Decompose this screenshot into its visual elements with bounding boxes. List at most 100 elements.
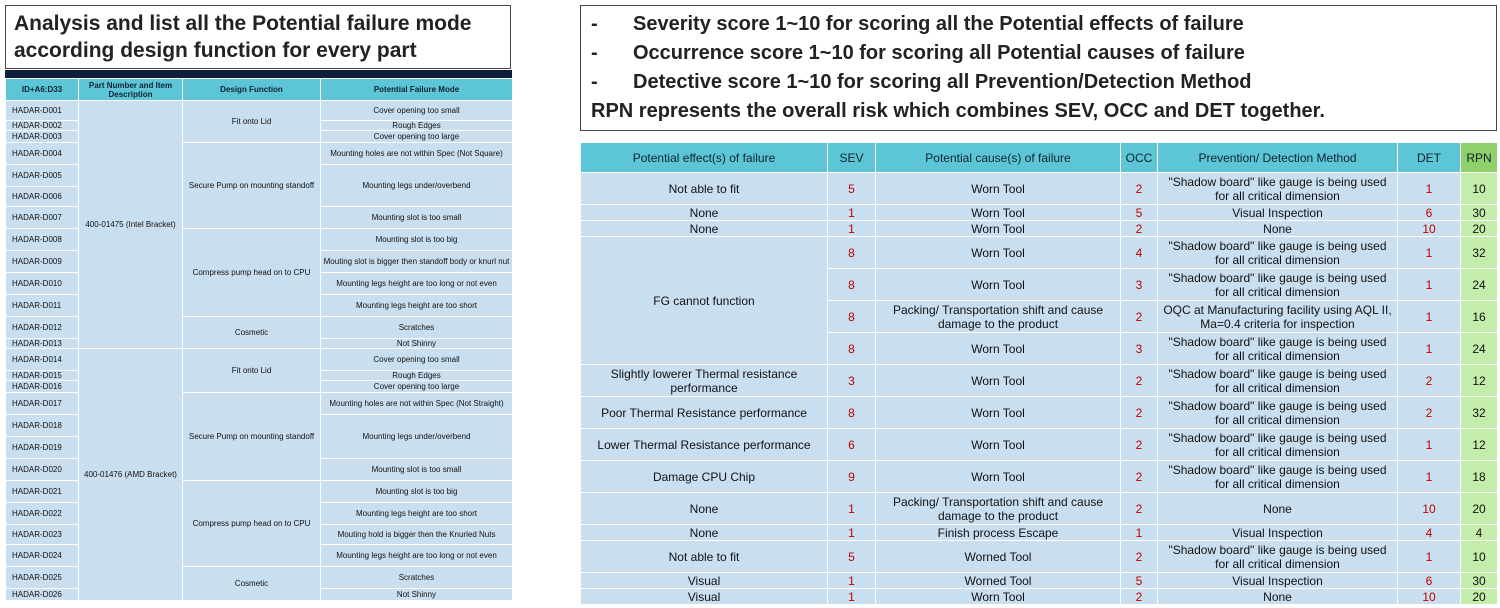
bullet-text: Occurrence score 1~10 for scoring all Po… — [633, 42, 1245, 64]
effect: Not able to fit — [580, 540, 828, 573]
method: "Shadow board" like gauge is being used … — [1157, 236, 1398, 269]
row: None 1 Worn Tool 5 Visual Inspection 6 30 — [580, 204, 1498, 221]
column-header: DET — [1397, 142, 1461, 173]
row: Slightly lowerer Thermal resistance perf… — [580, 364, 1498, 397]
effect: Slightly lowerer Thermal resistance perf… — [580, 364, 828, 397]
rpn: 12 — [1460, 428, 1498, 461]
detection: 2 — [1397, 364, 1461, 397]
column-header: Design Function — [182, 78, 321, 101]
detection: 10 — [1397, 588, 1461, 605]
cause: Finish process Escape — [875, 524, 1121, 541]
severity: 8 — [827, 332, 876, 365]
detection: 10 — [1397, 492, 1461, 525]
effect: Poor Thermal Resistance performance — [580, 396, 828, 429]
row: HADAR-D004 Secure Pump on mounting stando… — [5, 142, 513, 229]
occurrence: 3 — [1120, 332, 1158, 365]
effect: None — [580, 204, 828, 221]
row: None 1 Worn Tool 2 None 10 20 — [580, 220, 1498, 237]
method: "Shadow board" like gauge is being used … — [1157, 460, 1398, 493]
effect: Visual — [580, 588, 828, 605]
severity: 9 — [827, 460, 876, 493]
occurrence: 2 — [1120, 364, 1158, 397]
item-id: HADAR-D015 — [5, 370, 79, 381]
detection: 1 — [1397, 540, 1461, 573]
effect: Damage CPU Chip — [580, 460, 828, 493]
method: OQC at Manufacturing facility using AQL … — [1157, 300, 1398, 333]
method: "Shadow board" like gauge is being used … — [1157, 540, 1398, 573]
severity: 1 — [827, 572, 876, 589]
row: None 1 Packing/ Transportation shift and c… — [580, 492, 1498, 525]
header-row: Potential effect(s) of failure SEV Potenti… — [580, 142, 1498, 173]
occurrence: 3 — [1120, 268, 1158, 301]
bullet: - Occurrence score 1~10 for scoring all P… — [591, 39, 1486, 68]
bullet-marker: - — [591, 42, 598, 64]
failure-mode: Not Shinny — [320, 588, 513, 601]
row: HADAR-D015 Rough Edges — [5, 370, 513, 381]
cause: Worn Tool — [875, 396, 1121, 429]
column-header: OCC — [1120, 142, 1158, 173]
failure-mode: Mouting hold is bigger then the Knurled … — [320, 524, 513, 545]
detection: 1 — [1397, 300, 1461, 333]
failure-mode: Mounting legs height are too long or not… — [320, 544, 513, 567]
cause: Worned Tool — [875, 572, 1121, 589]
severity: 1 — [827, 492, 876, 525]
row: HADAR-D010 Mounting legs height are too l… — [5, 272, 513, 295]
cause: Worned Tool — [875, 540, 1121, 573]
severity: 8 — [827, 396, 876, 429]
row: 8 Packing/ Transportation shift and cause… — [581, 300, 1498, 333]
item-id: HADAR-D011 — [5, 294, 79, 317]
detection: 1 — [1397, 428, 1461, 461]
item-id: HADAR-D021 — [5, 480, 79, 503]
effect: None — [580, 524, 828, 541]
failure-mode: Mounting legs height are too long or not… — [320, 272, 513, 295]
column-header: Prevention/ Detection Method — [1157, 142, 1398, 173]
occurrence: 2 — [1120, 460, 1158, 493]
item-id: HADAR-D001 — [5, 100, 79, 121]
item-id: HADAR-D008 — [5, 228, 79, 251]
item-id: HADAR-D007 — [5, 206, 79, 229]
item-id: HADAR-D012 — [5, 316, 79, 339]
detection: 6 — [1397, 572, 1461, 589]
row: HADAR-D023 Mouting hold is bigger then th… — [5, 524, 513, 545]
item-id: HADAR-D014 — [5, 348, 79, 371]
failure-mode: Scratches — [320, 566, 513, 589]
item-id: HADAR-D013 — [5, 338, 79, 349]
failure-mode: Cover opening too large — [320, 380, 513, 393]
item-id: HADAR-D020 — [5, 458, 79, 481]
fmea-table: Potential effect(s) of failure SEV Potenti… — [580, 142, 1498, 605]
failure-mode: Mounting slot is too small — [320, 206, 513, 229]
severity: 1 — [827, 588, 876, 605]
method: Visual Inspection — [1157, 204, 1398, 221]
column-header: Potential effect(s) of failure — [580, 142, 828, 173]
occurrence: 2 — [1120, 588, 1158, 605]
scoring-notes: - Severity score 1~10 for scoring all the… — [580, 5, 1497, 131]
cause: Worn Tool — [875, 332, 1121, 365]
occurrence: 4 — [1120, 236, 1158, 269]
item-id: HADAR-D002 — [5, 120, 79, 131]
failure-mode: Cover opening too large — [320, 130, 513, 143]
row: Not able to fit 5 Worned Tool 2 "Shadow boar… — [580, 540, 1498, 573]
item-id: HADAR-D004 — [5, 142, 79, 165]
column-header: Potential Failure Mode — [320, 78, 513, 101]
item-id: HADAR-D019 — [5, 436, 79, 459]
failure-mode-body: ID+A6:D33 Part Number and Item Descriptio… — [5, 78, 513, 601]
part-number: 400-01475 (Intel Bracket) — [78, 100, 183, 349]
failure-mode-table: ID+A6:D33 Part Number and Item Descriptio… — [5, 78, 513, 601]
column-header: Potential cause(s) of failure — [875, 142, 1121, 173]
design-function: Cosmetic — [182, 566, 321, 601]
method: Visual Inspection — [1157, 572, 1398, 589]
method: "Shadow board" like gauge is being used … — [1157, 332, 1398, 365]
cause: Worn Tool — [875, 236, 1121, 269]
occurrence: 2 — [1120, 396, 1158, 429]
item-id: HADAR-D024 — [5, 544, 79, 567]
rpn: 4 — [1460, 524, 1498, 541]
detection: 2 — [1397, 396, 1461, 429]
failure-mode: Mounting slot is too big — [320, 228, 513, 251]
column-header: RPN — [1460, 142, 1498, 173]
rpn: 20 — [1460, 220, 1498, 237]
row: HADAR-D012 Cosmetic Scratches — [5, 316, 513, 349]
row: Lower Thermal Resistance performance 6 Wor… — [580, 428, 1498, 461]
design-function: Fit onto Lid — [182, 100, 321, 143]
row: HADAR-D017 Secure Pump on mounting stando… — [5, 392, 513, 481]
